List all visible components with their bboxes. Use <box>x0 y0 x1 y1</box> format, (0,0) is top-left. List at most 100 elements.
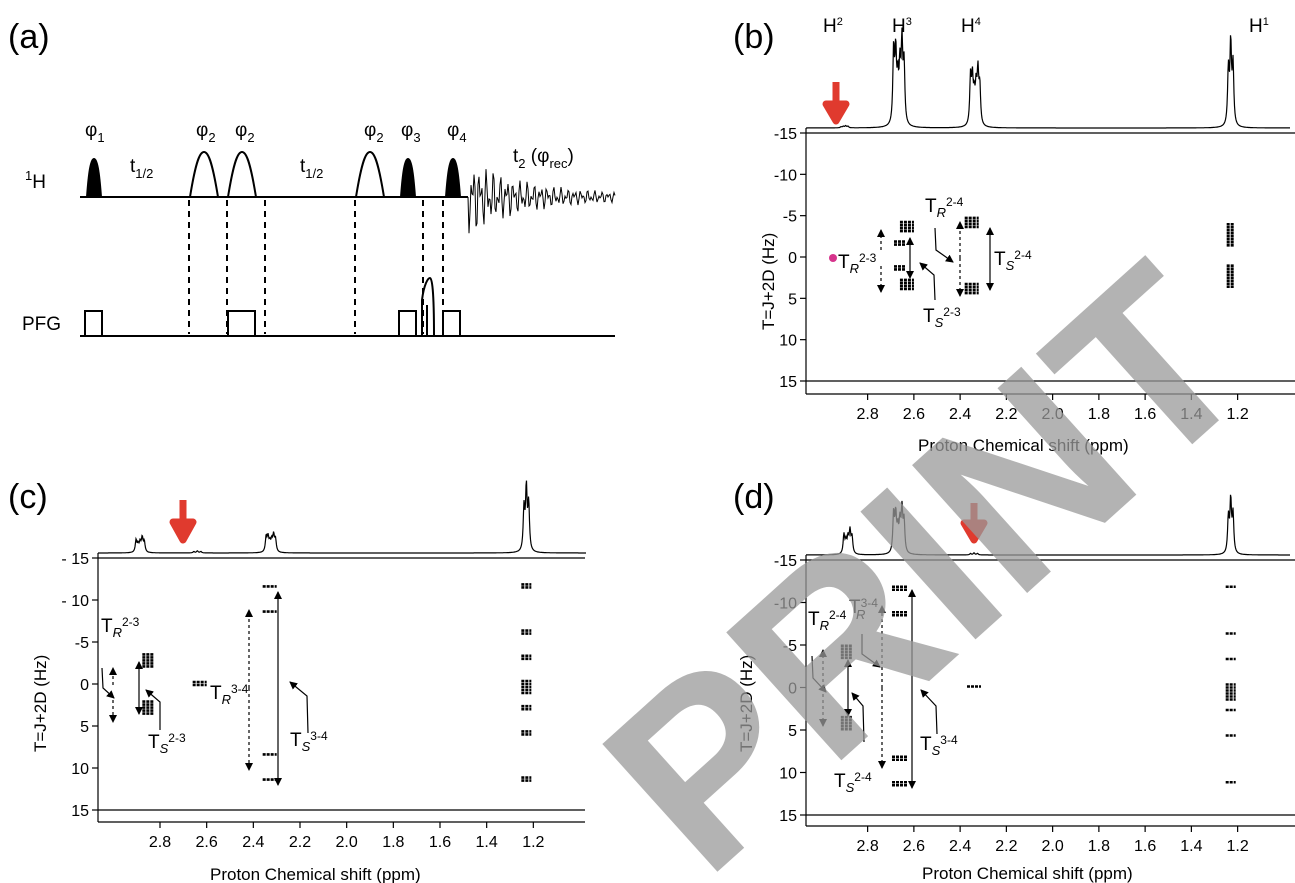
y-tick-label: 0 <box>788 250 797 267</box>
y-tick-label: 5 <box>80 719 89 736</box>
x-tick-label: 1.6 <box>429 834 451 851</box>
annot-ts23-b: TS2-3 <box>923 305 961 330</box>
x-tick-label: 1.2 <box>522 834 544 851</box>
x-ticks-b: 2.8 2.6 2.4 2.2 2.0 1.8 1.6 1.4 1.2 <box>857 394 1249 423</box>
marker-dot-b <box>829 254 837 262</box>
y-tick-label: - 10 <box>61 593 89 610</box>
arrows-c <box>101 591 309 786</box>
y-tick-label: 5 <box>788 291 797 308</box>
arrows-d <box>811 589 938 789</box>
x-tick-label: 2.4 <box>949 406 971 423</box>
y-tick-label: -10 <box>774 167 797 184</box>
phi3-label: φ3 <box>401 120 421 145</box>
highlight-arrow-d <box>960 503 988 544</box>
x-tick-label: 2.2 <box>995 838 1017 855</box>
phi2-label-1: φ2 <box>196 120 216 145</box>
x-axis-label-b: Proton Chemical shift (ppm) <box>918 436 1129 455</box>
y-axis-label-b: T=J+2D (Hz) <box>759 233 778 330</box>
y-tick-label: -15 <box>774 553 797 570</box>
phi2-label-3: φ2 <box>364 120 384 145</box>
annot-tr34-c: TR3-4 <box>210 682 249 707</box>
y-ticks-c: - 15 - 10 -5 0 5 10 15 <box>61 551 98 820</box>
y-tick-label: 5 <box>788 723 797 740</box>
peak-label-h4: H4 <box>961 16 981 37</box>
x-tick-label: 2.0 <box>336 834 358 851</box>
x-tick-label: 2.0 <box>1042 838 1064 855</box>
x-tick-label: 1.8 <box>382 834 404 851</box>
y-tick-label: 10 <box>779 766 797 783</box>
panel-label-c: (c) <box>8 478 48 516</box>
peak-label-h2: H2 <box>823 16 843 37</box>
annot-tr23-c: TR2-3 <box>101 615 140 640</box>
x-tick-label: 2.2 <box>995 406 1017 423</box>
y-axis-label-c: T=J+2D (Hz) <box>31 655 50 752</box>
x-tick-label: 2.8 <box>149 834 171 851</box>
y-tick-label: - 15 <box>61 551 89 568</box>
y-tick-label: -5 <box>75 635 89 652</box>
cross-peaks-b <box>894 216 1235 295</box>
annot-ts34-c: TS3-4 <box>290 729 328 754</box>
x-tick-label: 1.2 <box>1227 838 1249 855</box>
y-tick-label: 15 <box>779 808 797 825</box>
annot-tr23-b: TR2-3 <box>838 251 877 276</box>
cross-peaks-c <box>142 583 532 782</box>
panel-label-d: (d) <box>733 478 775 516</box>
x-tick-label: 2.8 <box>857 838 879 855</box>
phi1-label: φ1 <box>85 120 105 145</box>
x-tick-label: 1.4 <box>1180 838 1202 855</box>
y-tick-label: 10 <box>71 761 89 778</box>
annot-tr24-b: TR2-4 <box>925 195 964 220</box>
annot-tr34-d: T3-4 R <box>849 596 878 622</box>
x-axis-label-d: Proton Chemical shift (ppm) <box>922 864 1133 883</box>
x-tick-label: 2.2 <box>289 834 311 851</box>
y-tick-label: -5 <box>783 638 797 655</box>
y-ticks-d: -15 -10 -5 0 5 10 15 <box>774 553 806 825</box>
y-tick-label: -10 <box>774 596 797 613</box>
x-tick-label: 2.6 <box>903 838 925 855</box>
soft-pulse-3 <box>355 150 385 198</box>
timing-lines <box>188 200 444 334</box>
x-tick-label: 1.6 <box>1134 406 1156 423</box>
phi4-label: φ4 <box>447 120 467 145</box>
x-tick-label: 2.6 <box>196 834 218 851</box>
y-ticks-b: -15 -10 -5 0 5 10 15 <box>774 126 806 391</box>
x-ticks-d: 2.8 2.6 2.4 2.2 2.0 1.8 1.6 1.4 1.2 <box>857 826 1249 855</box>
fid-signal <box>467 169 616 234</box>
t-half-label-1: t1/2 <box>130 156 153 181</box>
gradient-pulses <box>84 276 461 337</box>
pulse-sequence-panel: (a) 1H φ1 φ2 φ2 φ2 φ3 φ4 t1/2 t1/2 t2 (φ… <box>8 18 616 337</box>
y-tick-label: -15 <box>774 126 797 143</box>
x-tick-label: 2.8 <box>857 406 879 423</box>
y-tick-label: 0 <box>788 681 797 698</box>
soft-pulse-1 <box>189 150 219 198</box>
hard-pulse-1 <box>86 158 102 197</box>
x-ticks-c: 2.8 2.6 2.4 2.2 2.0 1.8 1.6 1.4 1.2 <box>149 822 545 851</box>
x-tick-label: 1.2 <box>1227 406 1249 423</box>
soft-pulse-2 <box>227 150 257 198</box>
x-tick-label: 1.4 <box>476 834 498 851</box>
phi2-label-2: φ2 <box>235 120 255 145</box>
annot-ts34-d: TS3-4 <box>920 733 958 758</box>
panel-d: (d) -15 -10 -5 0 5 10 15 2.8 2.6 2.4 2.2 2.0 1.8 1.6… <box>733 478 1295 883</box>
t-half-label-2: t1/2 <box>300 156 323 181</box>
annot-ts23-c: TS2-3 <box>148 731 186 756</box>
x-tick-label: 1.8 <box>1088 406 1110 423</box>
x-tick-label: 2.6 <box>903 406 925 423</box>
highlight-arrow-c <box>169 500 197 544</box>
highlight-arrow-b <box>822 82 850 125</box>
x-tick-label: 1.4 <box>1180 406 1202 423</box>
hard-pulse-4 <box>445 158 461 197</box>
spectrum-1d-c <box>98 480 586 554</box>
y-tick-label: -5 <box>783 209 797 226</box>
h-channel-label: 1H <box>25 168 46 193</box>
acquisition-label: t2 (φrec) <box>513 146 574 171</box>
spectrum-1d-d <box>806 494 1290 556</box>
y-axis-label-d: T=J+2D (Hz) <box>737 655 756 752</box>
x-axis-label-c: Proton Chemical shift (ppm) <box>210 865 421 883</box>
peak-label-h1: H1 <box>1249 16 1269 37</box>
x-tick-label: 2.4 <box>949 838 971 855</box>
x-tick-label: 2.4 <box>242 834 264 851</box>
spectrum-1d-b <box>806 27 1290 129</box>
annot-ts24-b: TS2-4 <box>994 248 1032 273</box>
y-tick-label: 15 <box>779 374 797 391</box>
